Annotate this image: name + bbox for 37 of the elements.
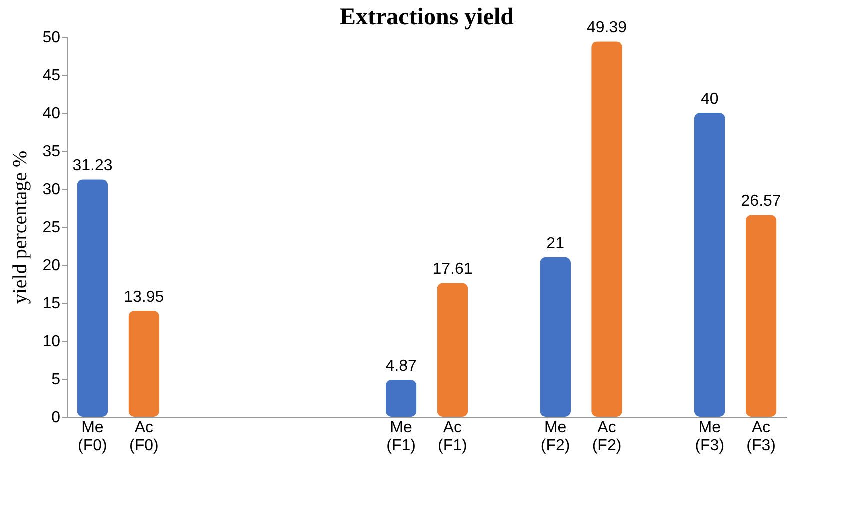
data-label: 17.61	[432, 261, 473, 278]
bar	[437, 283, 468, 417]
x-tick-label: Ac (F2)	[592, 420, 622, 454]
y-axis-title: yield percentage %	[10, 150, 32, 304]
data-label: 26.57	[741, 193, 782, 210]
y-tick-label: 5	[52, 372, 61, 388]
y-tick-label: 30	[42, 182, 61, 198]
bar	[694, 113, 726, 417]
x-tick-label: Me (F0)	[78, 420, 108, 454]
x-tick-label: Me (F1)	[386, 420, 416, 454]
bar	[77, 180, 108, 417]
y-tick-label: 20	[42, 258, 61, 274]
bar	[540, 257, 571, 417]
data-label: 13.95	[124, 288, 164, 306]
bar	[386, 380, 417, 417]
y-tick-label: 35	[42, 144, 61, 160]
data-label: 49.39	[586, 20, 628, 37]
x-tick-label: Ac (F1)	[438, 420, 468, 454]
y-tick-label: 15	[42, 296, 61, 312]
bar	[746, 215, 777, 417]
y-tick-label: 50	[42, 30, 61, 46]
data-label: 40	[700, 91, 719, 108]
x-tick-label: Me (F3)	[695, 420, 725, 454]
y-tick-label: 25	[42, 220, 61, 236]
data-label: 31.23	[72, 158, 113, 175]
y-tick-label: 45	[42, 68, 61, 84]
x-tick-label: Me (F2)	[540, 420, 570, 454]
bar	[592, 42, 622, 417]
chart-title: Extractions yield	[340, 4, 515, 31]
x-tick-label: Ac (F3)	[746, 420, 776, 454]
y-tick-label: 10	[42, 334, 61, 350]
data-label: 21	[546, 235, 565, 252]
y-tick-label: 0	[52, 410, 61, 426]
bar	[128, 310, 160, 417]
data-label: 4.87	[386, 358, 417, 375]
x-tick-label: Ac (F0)	[129, 420, 159, 454]
y-tick-label: 40	[42, 106, 61, 122]
